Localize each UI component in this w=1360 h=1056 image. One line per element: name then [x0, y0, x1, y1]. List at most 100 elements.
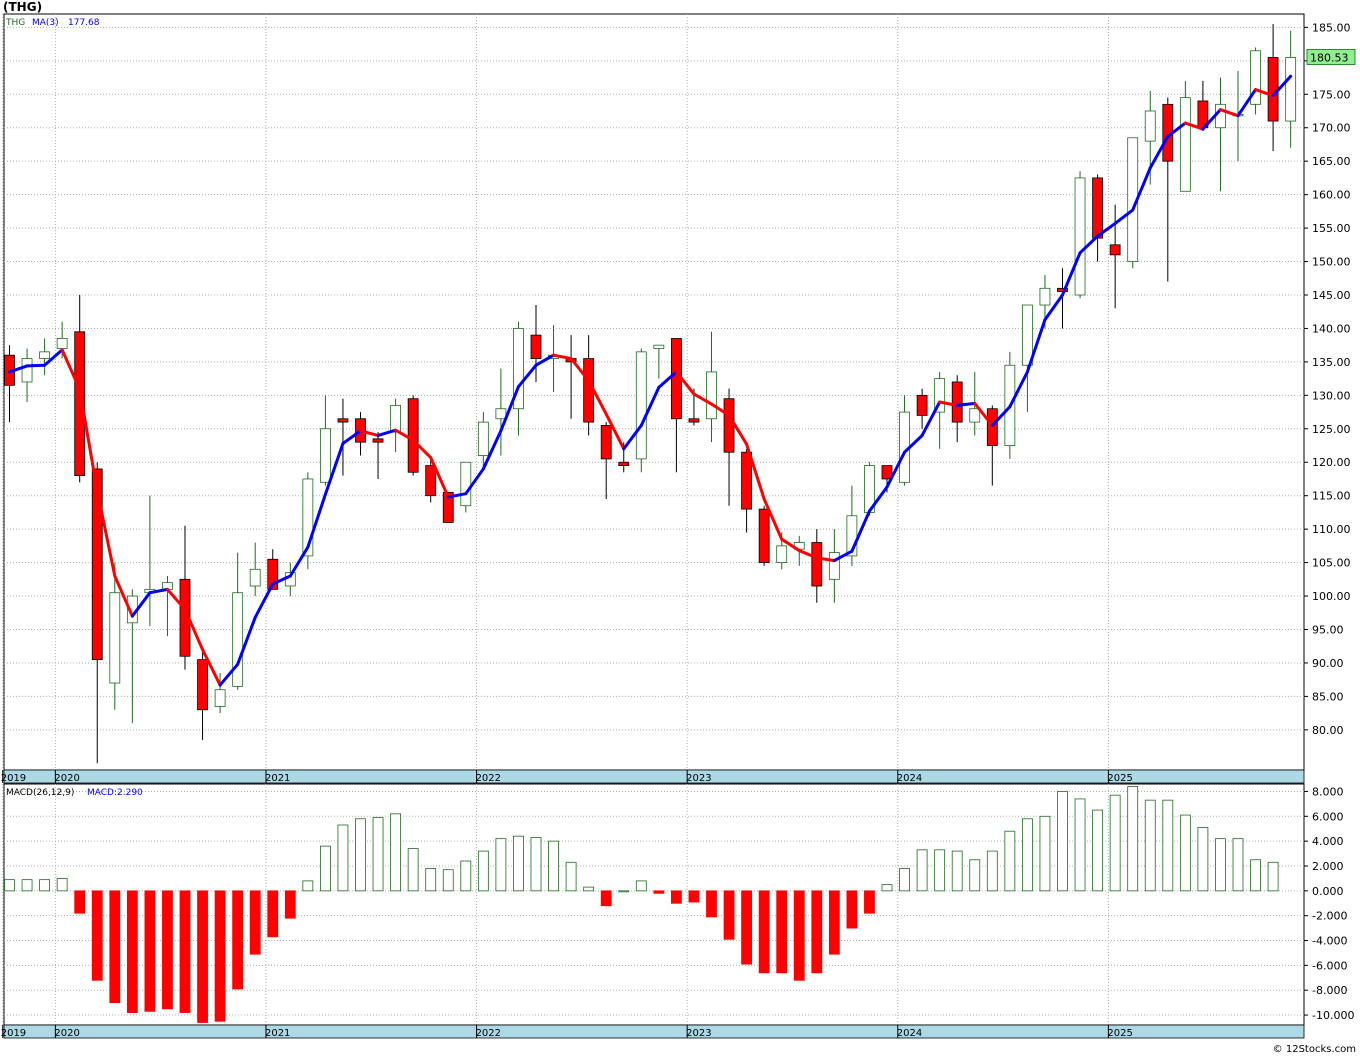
macd-bar-positive [355, 818, 366, 892]
macd-bar-negative [267, 890, 279, 938]
price-ytick-label: 130.00 [1312, 389, 1351, 402]
macd-bar-positive [899, 868, 910, 892]
price-ytick-label: 135.00 [1312, 356, 1351, 369]
ma3-segment [674, 370, 696, 396]
candle-body [951, 381, 963, 423]
macd-ytick-label: 4.000 [1312, 835, 1344, 848]
ma3-segment [271, 574, 292, 586]
ma3-segment [1078, 234, 1100, 255]
ma3-segment [657, 370, 678, 389]
candle-up [495, 368, 507, 456]
ma3-segment [1131, 166, 1152, 212]
candle-up [21, 348, 33, 403]
ma3-segment [534, 353, 556, 367]
macd-bar-negative [793, 890, 805, 981]
macd-bar-positive [460, 860, 472, 892]
macd-ytick-label: -4.000 [1312, 935, 1347, 948]
macd-date-label: 2021 [265, 1028, 290, 1039]
candle-body [425, 465, 437, 497]
ma3-segment [481, 429, 503, 471]
macd-bar-positive [425, 868, 437, 892]
macd-bar-positive [1039, 815, 1051, 892]
ma3-segment [1236, 88, 1258, 118]
candle-up [934, 371, 946, 449]
macd-bar-positive [4, 879, 15, 892]
candle-body [1215, 103, 1226, 129]
macd-ytick-label: 6.000 [1312, 810, 1344, 823]
macd-bar-negative [144, 890, 156, 1012]
candle-down [337, 398, 349, 476]
price-legend-symbol: THG [5, 18, 25, 28]
price-date-label: 2021 [265, 773, 290, 784]
macd-bar-positive [548, 840, 559, 892]
candle-up [214, 672, 226, 714]
price-date-label: 2024 [897, 773, 922, 784]
macd-bar-positive [583, 886, 595, 892]
ma3-segment [850, 509, 871, 553]
candle-down [372, 432, 384, 479]
candle-up [653, 344, 665, 379]
price-ytick-label: 150.00 [1312, 256, 1351, 269]
candle-body [1179, 97, 1191, 192]
candle-up [302, 472, 314, 570]
macd-bar-positive [986, 850, 998, 892]
macd-bar-positive [477, 850, 489, 892]
ma3-segment [516, 363, 538, 389]
candle-up [706, 331, 717, 443]
candle-body [232, 592, 244, 687]
macd-ytick-label: 8.000 [1312, 785, 1344, 798]
candle-up [1022, 304, 1033, 413]
ma3-segment [1043, 293, 1064, 322]
candle-up [390, 398, 402, 453]
ma3-segment [95, 489, 117, 578]
macd-bar-negative [828, 890, 840, 955]
macd-legend-label: MACD(26,12,9) [6, 788, 74, 798]
macd-bar-positive [1215, 838, 1226, 892]
candle-body [39, 351, 50, 359]
macd-bar-positive [1144, 799, 1156, 892]
macd-ytick-label: -6.000 [1312, 959, 1347, 972]
macd-bar-positive [530, 837, 542, 892]
candle-down [600, 422, 612, 500]
candle-body [653, 344, 665, 349]
macd-date-label: 2019 [1, 1028, 26, 1039]
price-ytick-label: 110.00 [1312, 523, 1351, 536]
candle-down [811, 529, 823, 603]
macd-date-label: 2025 [1107, 1028, 1132, 1039]
ma3-segment [341, 429, 362, 446]
price-ytick-label: 90.00 [1312, 657, 1344, 670]
candle-body [1022, 304, 1033, 366]
candle-down [916, 388, 928, 429]
price-legend-ma-value: 177.68 [68, 18, 100, 28]
ma3-segment [1025, 318, 1047, 374]
price-ytick-label: 160.00 [1312, 189, 1351, 202]
candle-up [249, 542, 261, 597]
macd-bar-positive [302, 880, 314, 892]
ma3-segment [499, 385, 520, 433]
candle-down [986, 405, 998, 486]
macd-ytick-label: -8.000 [1312, 984, 1347, 997]
candle-up [232, 552, 244, 690]
ma3-segment [885, 450, 907, 489]
candle-up [477, 412, 489, 469]
ma3-segment [394, 428, 415, 442]
candle-up [828, 529, 840, 603]
macd-bar-positive [635, 880, 647, 892]
price-legend-ma-label: MA(3) [32, 18, 59, 28]
ma3-segment [569, 357, 591, 383]
ma3-segment [815, 556, 836, 563]
candle-down [407, 395, 419, 476]
macd-date-label: 2020 [54, 1028, 79, 1039]
ma3-segment [446, 492, 468, 499]
macd-bar-negative [600, 890, 612, 907]
ma3-segment [165, 587, 187, 611]
ma3-segment [1096, 221, 1117, 238]
price-ytick-label: 80.00 [1312, 724, 1344, 737]
price-ytick-label: 185.00 [1312, 21, 1351, 34]
ma3-segment [622, 423, 643, 451]
macd-bar-positive [951, 850, 963, 892]
ma3-segment [78, 387, 99, 493]
ma3-segment [797, 549, 819, 560]
watermark: © 12Stocks.com [1272, 1044, 1356, 1055]
ma3-segment [639, 385, 661, 427]
